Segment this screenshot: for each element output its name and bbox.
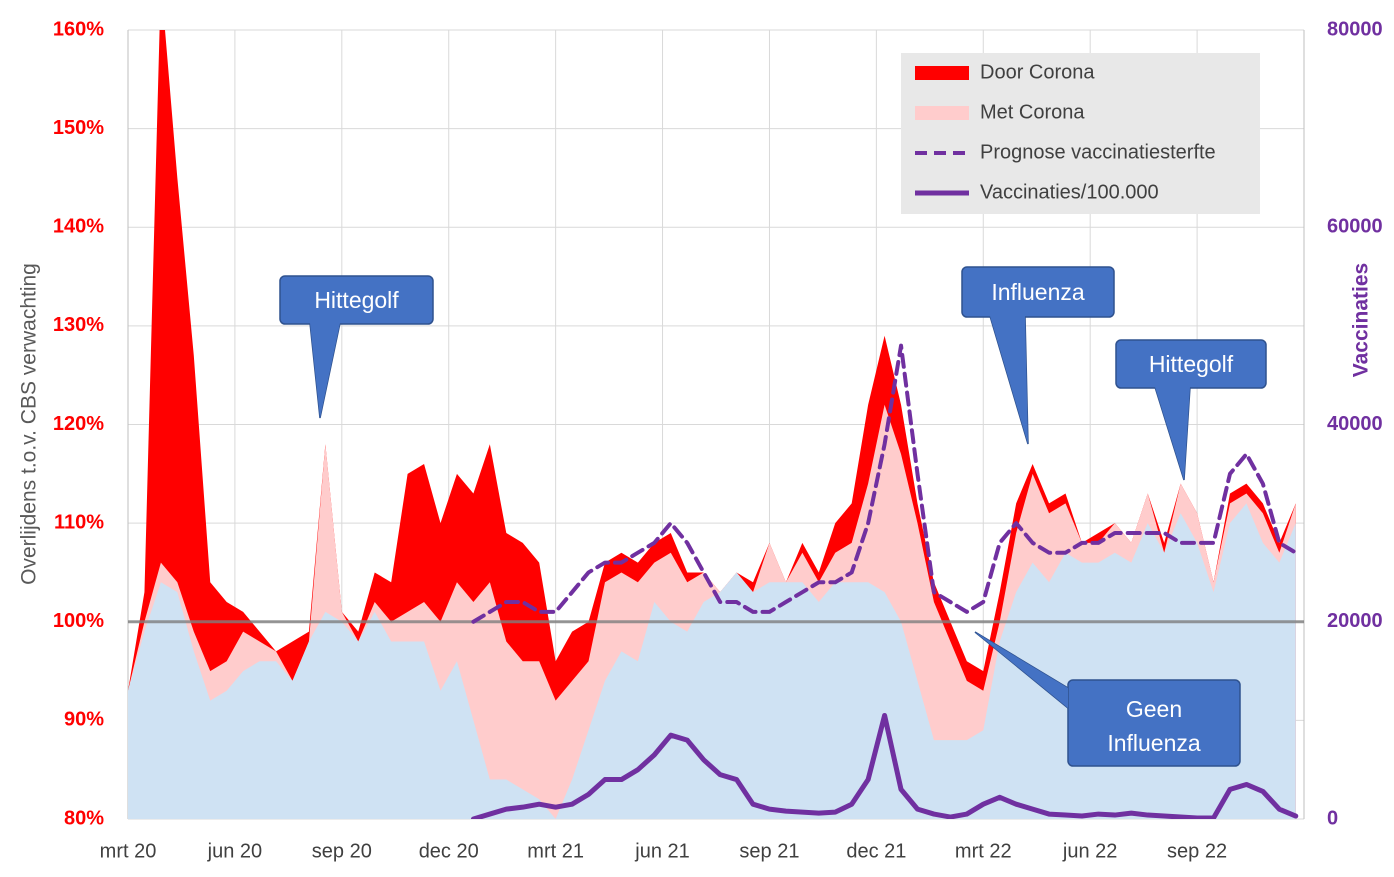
y2-tick-label: 60000 bbox=[1327, 216, 1383, 238]
line bbox=[470, 712, 1299, 819]
callout: Influenza bbox=[961, 266, 1115, 445]
callout-text: Hittegolf bbox=[1149, 351, 1234, 377]
x-tick-label: sep 22 bbox=[1167, 840, 1227, 862]
callout: Geen Influenza bbox=[974, 631, 1241, 767]
x-tick-label: sep 21 bbox=[739, 840, 799, 862]
legend-swatch bbox=[915, 66, 969, 80]
legend-swatch bbox=[915, 106, 969, 120]
y2-tick-label: 0 bbox=[1327, 807, 1338, 829]
callout-text: Influenza bbox=[1107, 730, 1201, 756]
callout-pointer bbox=[975, 632, 1068, 708]
y2-tick-label: 80000 bbox=[1327, 18, 1383, 40]
line bbox=[471, 343, 1298, 624]
x-tick-label: dec 20 bbox=[419, 840, 479, 862]
y2-axis-title: Vaccinaties bbox=[1350, 263, 1373, 377]
legend-label: Door Corona bbox=[980, 61, 1095, 83]
callout-box bbox=[961, 266, 1115, 318]
legend-label: Vaccinaties/100.000 bbox=[980, 181, 1159, 203]
legend-label: Prognose vaccinatiesterfte bbox=[980, 141, 1216, 163]
callout-pointer bbox=[1155, 387, 1190, 480]
y-tick-label: 120% bbox=[53, 413, 104, 435]
y-tick-label: 140% bbox=[53, 216, 104, 238]
callout-text: Hittegolf bbox=[314, 287, 399, 313]
x-tick-label: jun 22 bbox=[1062, 840, 1118, 862]
callout: Hittegolf bbox=[279, 275, 434, 419]
y2-tick-label: 20000 bbox=[1327, 610, 1383, 632]
callout-box bbox=[279, 275, 434, 325]
x-tick-label: mrt 22 bbox=[955, 840, 1012, 862]
callout-pointer bbox=[310, 323, 340, 418]
legend: Door Corona Met Corona Prognose vaccinatie… bbox=[901, 53, 1260, 214]
y-tick-label: 80% bbox=[64, 807, 104, 829]
x-tick-label: sep 20 bbox=[312, 840, 372, 862]
callout-text: Geen bbox=[1126, 696, 1182, 722]
x-tick-label: mrt 21 bbox=[527, 840, 584, 862]
y-tick-label: 160% bbox=[53, 18, 104, 40]
y-axis-title: Overlijdens t.o.v. CBS verwachting bbox=[18, 263, 41, 585]
y-tick-label: 90% bbox=[64, 709, 104, 731]
x-tick-label: jun 20 bbox=[207, 840, 263, 862]
callout-box bbox=[1115, 339, 1267, 389]
y-tick-label: 150% bbox=[53, 117, 104, 139]
callout: Hittegolf bbox=[1115, 339, 1267, 481]
callout-box bbox=[1067, 679, 1241, 767]
callout-pointer bbox=[990, 316, 1028, 444]
area bbox=[128, 503, 1296, 819]
x-tick-label: mrt 20 bbox=[100, 840, 157, 862]
y-tick-label: 110% bbox=[54, 511, 104, 533]
legend-label: Met Corona bbox=[980, 101, 1085, 123]
x-tick-label: dec 21 bbox=[846, 840, 906, 862]
y-tick-label: 100% bbox=[53, 610, 104, 632]
y-tick-label: 130% bbox=[53, 314, 104, 336]
callout-text: Influenza bbox=[991, 279, 1085, 305]
y2-tick-label: 40000 bbox=[1327, 413, 1383, 435]
x-tick-label: jun 21 bbox=[634, 840, 690, 862]
